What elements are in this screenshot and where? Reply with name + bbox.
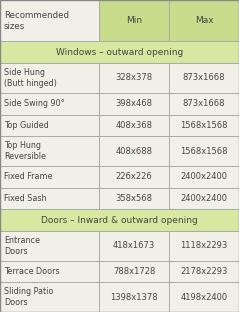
Bar (99, 136, 169, 166)
Text: 328x378: 328x378 (116, 74, 153, 82)
Text: Fixed Sash: Fixed Sash (4, 194, 47, 203)
Bar (0, 0, 99, 41)
Text: 873x1668: 873x1668 (183, 74, 225, 82)
Text: 408x368: 408x368 (116, 121, 153, 130)
Bar (99, 0, 169, 41)
Text: 2400x2400: 2400x2400 (181, 194, 228, 203)
Bar (169, 93, 239, 115)
Bar (99, 231, 169, 261)
Bar (169, 166, 239, 188)
Text: Windows – outward opening: Windows – outward opening (56, 48, 183, 57)
Bar (99, 188, 169, 209)
Text: 2178x2293: 2178x2293 (180, 267, 228, 276)
Text: Fixed Frame: Fixed Frame (4, 172, 53, 181)
Bar (99, 166, 169, 188)
Bar (0, 115, 99, 136)
Text: 4198x2400: 4198x2400 (180, 293, 228, 302)
Text: Max: Max (195, 16, 213, 25)
Text: 418x1673: 418x1673 (113, 241, 155, 250)
Bar (0, 261, 99, 282)
Bar (99, 261, 169, 282)
Text: 226x226: 226x226 (116, 172, 152, 181)
Text: 1568x1568: 1568x1568 (180, 147, 228, 156)
Text: Top Guided: Top Guided (4, 121, 49, 130)
Bar (169, 0, 239, 41)
Text: 358x568: 358x568 (116, 194, 153, 203)
Text: Sliding Patio
Doors: Sliding Patio Doors (4, 287, 53, 307)
Bar (0, 63, 99, 93)
Text: Recommended
sizes: Recommended sizes (4, 11, 69, 31)
Bar (0, 282, 99, 312)
Text: 873x1668: 873x1668 (183, 99, 225, 108)
Bar (0, 93, 99, 115)
Bar (99, 115, 169, 136)
Bar (169, 63, 239, 93)
Bar (0, 136, 99, 166)
Text: Doors – Inward & outward opening: Doors – Inward & outward opening (41, 216, 198, 225)
Text: 1568x1568: 1568x1568 (180, 121, 228, 130)
Text: Side Hung
(Butt hinged): Side Hung (Butt hinged) (4, 68, 57, 88)
Bar (169, 115, 239, 136)
Text: 1398x1378: 1398x1378 (110, 293, 158, 302)
Text: 408x688: 408x688 (116, 147, 153, 156)
Bar (0, 231, 99, 261)
Text: Terrace Doors: Terrace Doors (4, 267, 60, 276)
Bar (0, 166, 99, 188)
Bar (99, 93, 169, 115)
Bar (0, 209, 239, 231)
Text: 1118x2293: 1118x2293 (180, 241, 228, 250)
Bar (169, 188, 239, 209)
Bar (99, 63, 169, 93)
Text: 398x468: 398x468 (116, 99, 153, 108)
Text: Min: Min (126, 16, 142, 25)
Bar (99, 282, 169, 312)
Text: Top Hung
Reversible: Top Hung Reversible (4, 141, 46, 161)
Text: 2400x2400: 2400x2400 (181, 172, 228, 181)
Bar (169, 136, 239, 166)
Bar (169, 261, 239, 282)
Bar (169, 231, 239, 261)
Text: Side Swing 90°: Side Swing 90° (4, 99, 65, 108)
Bar (0, 41, 239, 63)
Text: 788x1728: 788x1728 (113, 267, 155, 276)
Text: Entrance
Doors: Entrance Doors (4, 236, 40, 256)
Bar (169, 282, 239, 312)
Bar (0, 188, 99, 209)
